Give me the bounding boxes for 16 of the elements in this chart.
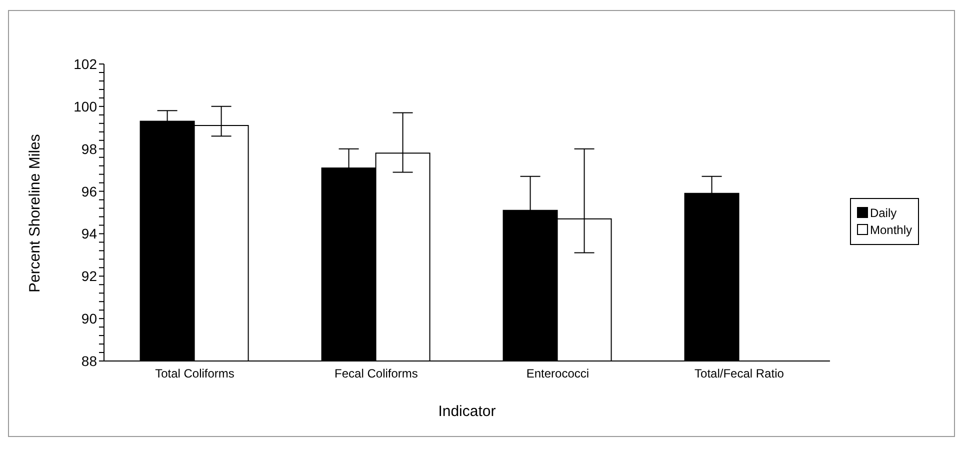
x-tick-label: Total/Fecal Ratio: [694, 366, 784, 381]
x-axis-title: Indicator: [438, 403, 496, 420]
legend-label: Monthly: [870, 222, 912, 236]
x-tick-label: Fecal Coliforms: [334, 366, 418, 381]
y-tick-label: 92: [81, 268, 98, 284]
y-axis-title: Percent Shoreline Miles: [26, 134, 44, 292]
y-tick-label: 90: [81, 310, 98, 327]
y-tick-label: 100: [74, 98, 98, 114]
y-tick-label: 102: [74, 56, 98, 72]
y-tick-label: 98: [81, 140, 98, 157]
y-tick-label: 94: [81, 226, 98, 242]
x-tick-label: Enterococci: [526, 366, 590, 381]
y-tick-label: 96: [81, 183, 98, 200]
x-tick-label: Total Coliforms: [155, 366, 234, 381]
legend-label: Daily: [870, 206, 897, 220]
y-tick-label: 88: [81, 352, 98, 369]
